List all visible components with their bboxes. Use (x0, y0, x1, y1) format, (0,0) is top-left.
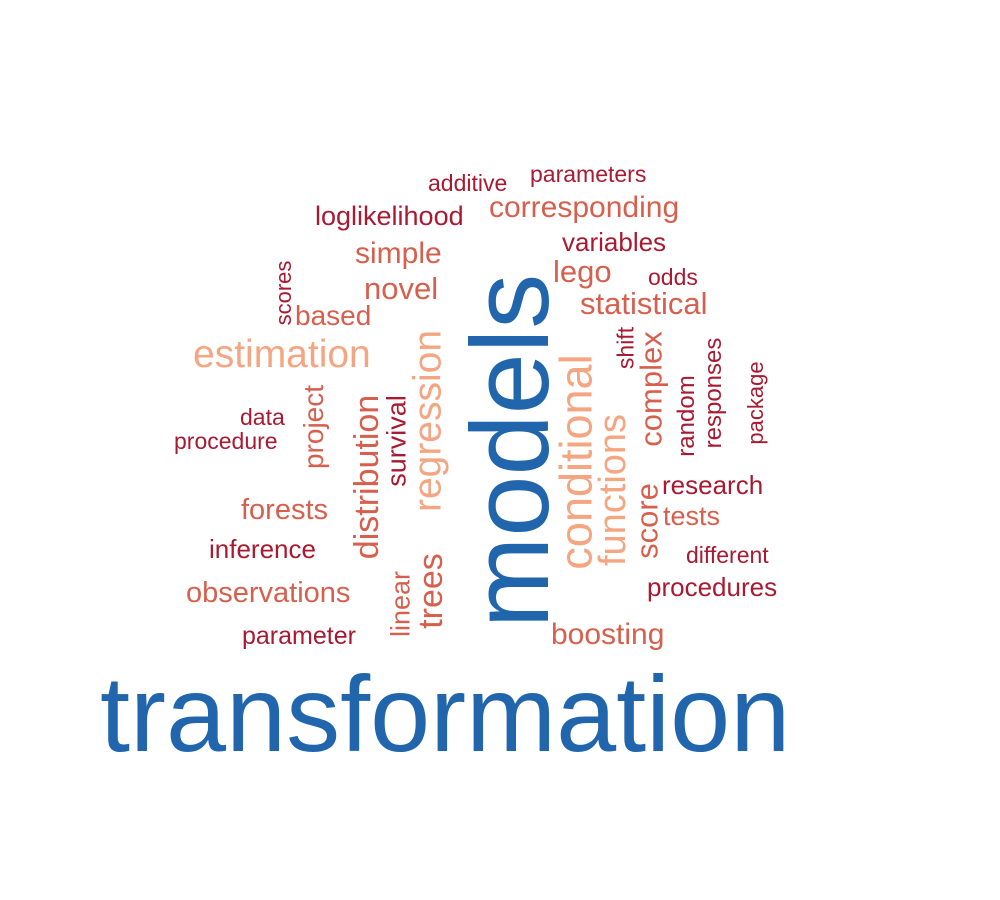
word-based: based (295, 300, 372, 331)
word-tests: tests (663, 501, 721, 531)
word-project: project (298, 384, 329, 470)
word-lego: lego (553, 254, 612, 289)
word-complex: complex (633, 331, 669, 447)
word-research: research (662, 470, 764, 500)
word-forests: forests (241, 494, 329, 526)
word-simple: simple (355, 237, 442, 270)
word-scores: scores (271, 260, 296, 326)
word-regression: regression (406, 329, 450, 513)
word-score: score (629, 483, 665, 559)
word-random: random (673, 375, 700, 457)
word-estimation: estimation (193, 333, 371, 376)
word-statistical: statistical (580, 286, 708, 321)
word-procedures: procedures (647, 572, 778, 602)
word-novel: novel (364, 271, 439, 306)
word-functions: functions (592, 413, 634, 567)
word-corresponding: corresponding (489, 191, 680, 224)
word-package: package (743, 361, 768, 445)
word-additive: additive (428, 170, 508, 196)
word-trees: trees (412, 553, 450, 629)
word-procedure: procedure (174, 428, 278, 454)
word-survival: survival (381, 395, 412, 487)
word-odds: odds (648, 264, 698, 290)
word-parameters: parameters (530, 161, 647, 187)
word-inference: inference (209, 534, 316, 564)
word-loglikelihood: loglikelihood (315, 201, 464, 231)
word-transformation: transformation (100, 653, 791, 774)
word-distribution: distribution (348, 394, 386, 560)
word-models: models (449, 273, 572, 629)
word-boosting: boosting (551, 618, 665, 651)
word-shift: shift (612, 326, 639, 370)
word-observations: observations (186, 577, 351, 609)
word-linear: linear (385, 570, 416, 638)
word-different: different (686, 542, 769, 568)
word-responses: responses (700, 337, 727, 449)
word-variables: variables (562, 227, 667, 257)
word-data: data (240, 404, 285, 430)
word-parameter: parameter (242, 622, 356, 650)
